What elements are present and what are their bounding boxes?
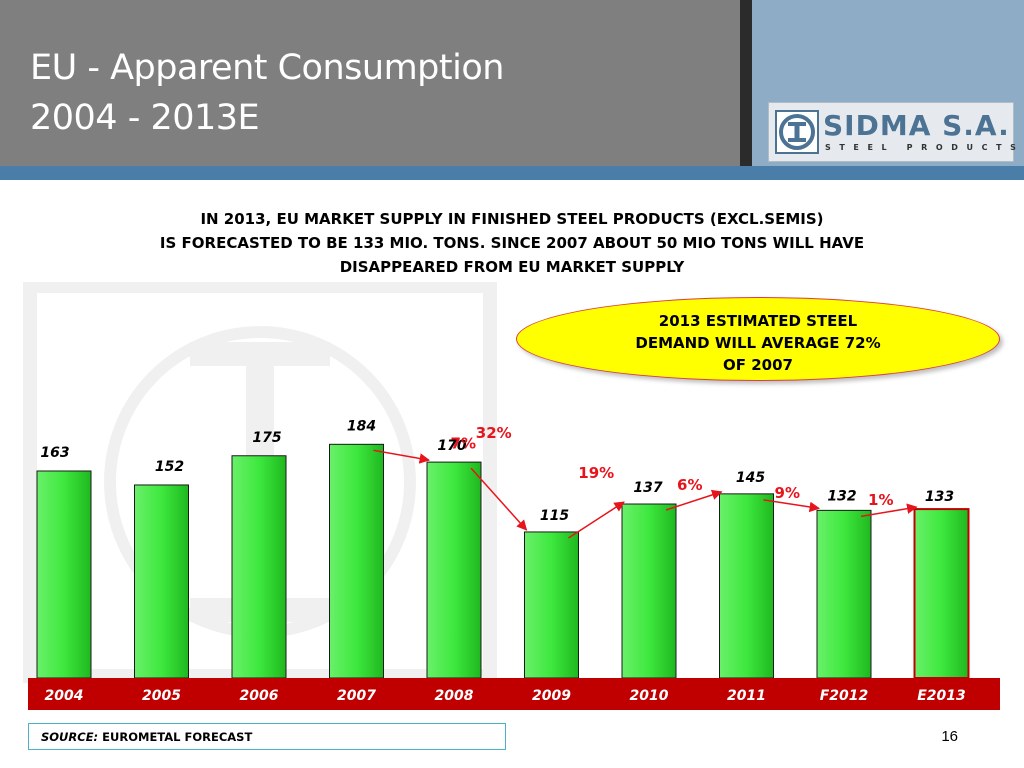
value-label-2007: 184 <box>347 418 376 434</box>
subtitle-line: DISAPPEARED FROM EU MARKET SUPPLY <box>339 258 685 276</box>
header-stripe <box>0 166 1024 180</box>
x-tick-2011: 2011 <box>727 688 766 704</box>
value-label-F2012: 132 <box>827 488 856 504</box>
change-arrow <box>568 501 625 539</box>
bar-E2013 <box>913 508 970 679</box>
logo-emblem-icon <box>775 110 819 154</box>
x-tick-F2012: F2012 <box>820 688 869 704</box>
bar-2009 <box>524 531 579 679</box>
x-tick-E2013: E2013 <box>917 688 966 704</box>
callout-line: OF 2007 <box>723 356 793 374</box>
change-arrow <box>470 467 528 531</box>
source-value: EUROMETAL FORECAST <box>102 730 253 744</box>
value-label-2005: 152 <box>155 459 184 475</box>
callout-bubble <box>516 297 1000 381</box>
value-label-2009: 115 <box>540 508 569 524</box>
pct-change-label: 7% <box>451 434 476 452</box>
callout-text: 2013 ESTIMATED STEEL DEMAND WILL AVERAGE… <box>568 310 948 376</box>
value-label-2011: 145 <box>736 470 765 486</box>
logo-tagline: STEEL PRODUCTS <box>825 143 1024 152</box>
slide-subtitle: IN 2013, EU MARKET SUPPLY IN FINISHED ST… <box>70 207 954 279</box>
x-tick-2004: 2004 <box>45 688 84 704</box>
change-arrow <box>763 499 821 513</box>
bar-2008 <box>426 461 482 679</box>
value-label-2010: 137 <box>633 480 662 496</box>
x-tick-2010: 2010 <box>630 688 669 704</box>
x-tick-2008: 2008 <box>435 688 474 704</box>
x-tick-2009: 2009 <box>532 688 571 704</box>
pct-change-label: 6% <box>677 476 702 494</box>
change-arrow <box>665 489 723 511</box>
subtitle-line: IS FORECASTED TO BE 133 MIO. TONS. SINCE… <box>159 234 865 252</box>
source-note: SOURCE: EUROMETAL FORECAST <box>28 723 506 750</box>
bar-2004 <box>36 470 92 679</box>
callout-line: 2013 ESTIMATED STEEL <box>658 312 858 330</box>
pct-change-label: 32% <box>476 424 512 442</box>
x-axis-band <box>28 678 1000 710</box>
bar-2005 <box>134 484 189 679</box>
value-label-E2013: 133 <box>925 489 954 505</box>
slide-title: EU - Apparent Consumption <box>30 48 504 88</box>
value-label-2006: 175 <box>252 430 281 446</box>
bar-2010 <box>621 503 677 679</box>
value-label-2004: 163 <box>40 445 69 461</box>
x-tick-2005: 2005 <box>142 688 181 704</box>
callout-line: DEMAND WILL AVERAGE 72% <box>635 334 881 352</box>
logo-wordmark: SIDMA S.A. <box>823 109 1010 142</box>
slide-header: EU - Apparent Consumption 2004 - 2013E S… <box>0 0 1024 180</box>
title-panel <box>0 0 740 166</box>
slide-title-years: 2004 - 2013E <box>30 98 260 138</box>
consumption-bar-chart: 163 152 175 184 170 115 137 145 132 133 7%32% 19% 6… <box>23 282 1000 710</box>
header-divider <box>740 0 752 166</box>
value-label-2008: 170 <box>437 438 466 454</box>
pct-change-label: 9% <box>775 484 800 502</box>
bar-2006 <box>231 455 287 679</box>
pct-change-label: 1% <box>868 491 893 509</box>
change-arrow <box>860 503 918 518</box>
change-arrow <box>373 449 431 464</box>
x-tick-2007: 2007 <box>337 688 376 704</box>
company-logo: SIDMA S.A. STEEL PRODUCTS <box>768 102 1016 162</box>
source-label: SOURCE: <box>41 730 99 744</box>
bar-F2012 <box>816 509 872 679</box>
pct-change-label: 19% <box>578 464 614 482</box>
page-number: 16 <box>941 728 958 745</box>
bar-2007 <box>329 443 384 679</box>
subtitle-line: IN 2013, EU MARKET SUPPLY IN FINISHED ST… <box>200 210 824 228</box>
source-text: SOURCE: EUROMETAL FORECAST <box>41 730 252 744</box>
x-tick-2006: 2006 <box>240 688 279 704</box>
bar-2011 <box>719 493 774 679</box>
